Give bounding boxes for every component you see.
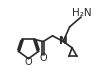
Text: O: O bbox=[39, 53, 47, 63]
Text: N: N bbox=[59, 36, 68, 46]
Text: H₂N: H₂N bbox=[72, 8, 91, 18]
Text: O: O bbox=[25, 57, 32, 67]
